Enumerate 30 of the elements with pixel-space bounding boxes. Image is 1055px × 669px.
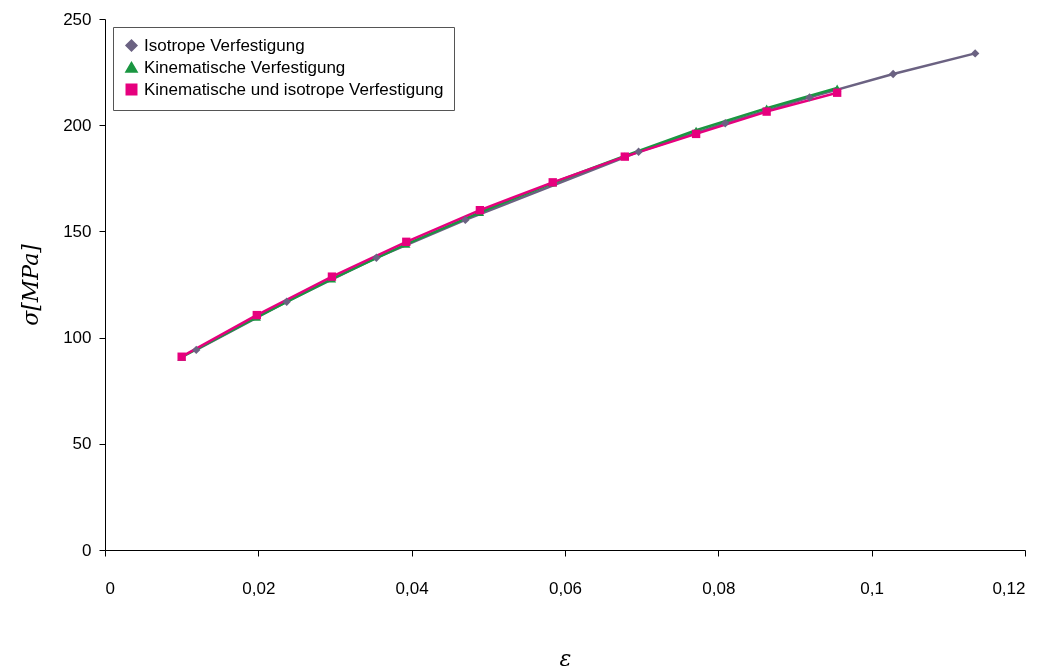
point — [691, 129, 701, 139]
point — [461, 215, 470, 225]
legend-label: Isotrope Verfestigung — [144, 35, 305, 55]
x-tick-label: 0,12 — [992, 578, 1026, 598]
legend-label: Kinematische und isotrope Verfestigung — [144, 79, 444, 99]
point — [888, 69, 898, 79]
point — [832, 88, 842, 97]
x-tick-label: 0,06 — [548, 578, 583, 598]
y-tick-label: 0 — [82, 540, 92, 560]
x-axis-title: ε — [559, 645, 572, 669]
point — [282, 297, 291, 306]
point — [805, 93, 814, 102]
x-tick-label: 0,1 — [860, 578, 884, 598]
y-tick-label: 150 — [63, 221, 92, 241]
point — [372, 253, 381, 262]
x-tick-label: 0,08 — [702, 578, 736, 598]
point — [762, 107, 771, 116]
point — [634, 147, 643, 156]
x-tick-label: 0,04 — [395, 578, 429, 598]
point — [970, 49, 980, 58]
x-tick-label: 0,02 — [242, 578, 276, 598]
y-tick-label: 100 — [63, 328, 92, 348]
legend-label: Kinematische Verfestigung — [144, 57, 346, 77]
y-tick-label: 200 — [63, 115, 92, 135]
y-axis-title: σ[MPa] — [18, 243, 44, 326]
y-tick-label: 50 — [72, 434, 92, 454]
point — [721, 119, 730, 128]
point — [192, 345, 201, 355]
y-tick-label: 250 — [63, 9, 92, 29]
x-tick-label: 0 — [105, 578, 115, 598]
